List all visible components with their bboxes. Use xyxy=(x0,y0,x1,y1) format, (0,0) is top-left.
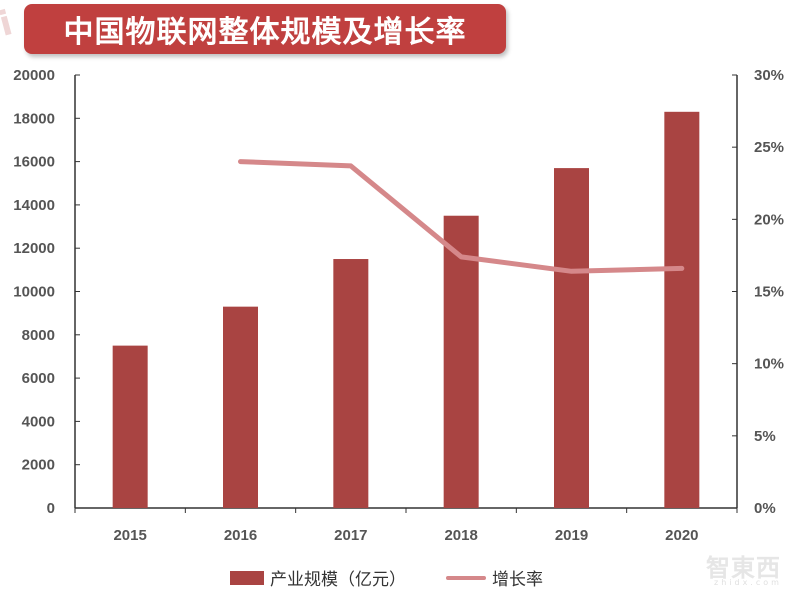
legend-label-scale: 产业规模（亿元） xyxy=(270,570,406,590)
right-tick-label: 5% xyxy=(754,428,776,445)
x-tick-label: 2017 xyxy=(334,527,367,544)
title-banner: 中国物联网整体规模及增长率 xyxy=(24,4,506,54)
left-tick-label: 8000 xyxy=(22,327,55,344)
left-tick-label: 16000 xyxy=(13,154,55,171)
bar-2015 xyxy=(112,345,148,508)
bar-2020 xyxy=(664,111,700,509)
left-tick-label: 20000 xyxy=(13,67,55,84)
legend-item-scale: 产业规模（亿元） xyxy=(230,565,406,590)
watermark-url: zhidx.com xyxy=(714,578,782,587)
right-tick-label: 10% xyxy=(754,356,784,373)
right-tick-label: 15% xyxy=(754,284,784,301)
x-tick-label: 2020 xyxy=(665,527,698,544)
chart-title: 中国物联网整体规模及增长率 xyxy=(63,15,467,50)
watermark-logo: 智東西 xyxy=(706,554,781,582)
left-tick-label: 14000 xyxy=(13,197,55,214)
legend: 产业规模（亿元） 增长率 xyxy=(230,565,543,590)
x-tick-label: 2015 xyxy=(113,527,146,544)
right-tick-label: 30% xyxy=(754,67,784,84)
bar-2017 xyxy=(333,259,369,508)
line-swatch-icon xyxy=(446,575,486,580)
right-tick-label: 25% xyxy=(754,139,784,156)
left-tick-label: 4000 xyxy=(22,413,55,430)
left-tick-label: 18000 xyxy=(13,110,55,127)
right-tick-label: 0% xyxy=(754,500,776,517)
left-tick-label: 12000 xyxy=(13,240,55,257)
left-tick-label: 10000 xyxy=(13,284,55,301)
x-tick-label: 2019 xyxy=(555,527,588,544)
x-tick-label: 2018 xyxy=(444,527,477,544)
x-tick-label: 2016 xyxy=(224,527,257,544)
right-tick-label: 20% xyxy=(754,211,784,228)
bar-swatch-icon xyxy=(230,570,264,585)
left-tick-label: 0 xyxy=(47,500,55,517)
legend-label-growth: 增长率 xyxy=(492,570,543,590)
bar-2016 xyxy=(223,306,258,508)
legend-item-growth: 增长率 xyxy=(446,565,543,590)
growth-rate-line xyxy=(238,159,685,274)
bar-2019 xyxy=(554,168,589,508)
left-tick-label: 2000 xyxy=(22,457,55,474)
bar-2018 xyxy=(443,215,479,508)
left-tick-label: 6000 xyxy=(22,370,55,387)
